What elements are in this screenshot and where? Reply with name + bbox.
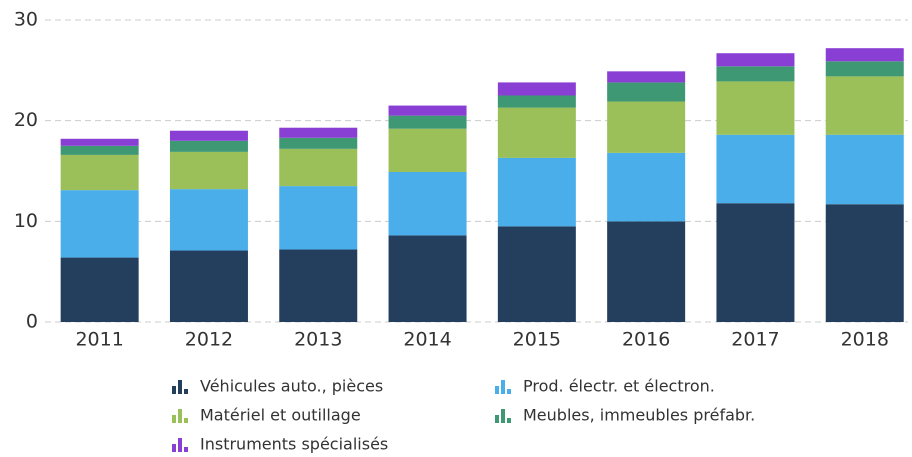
bar-segment (169, 130, 248, 141)
bar-segment (825, 76, 904, 135)
bar-segment (607, 82, 686, 102)
x-tick-label: 2016 (622, 329, 670, 351)
bar-segment (716, 66, 795, 82)
y-tick-label: 10 (14, 210, 38, 232)
y-tick-label: 30 (14, 9, 38, 31)
bar-segment (825, 48, 904, 62)
legend-icon (178, 380, 182, 394)
bar-segment (169, 140, 248, 152)
bar-segment (607, 71, 686, 83)
bar-segment (497, 95, 576, 108)
bar-segment (169, 151, 248, 190)
bar-segment (825, 204, 904, 322)
bar-segment (60, 138, 139, 146)
x-tick-label: 2014 (403, 329, 451, 351)
legend-label: Instruments spécialisés (200, 435, 388, 454)
bar-segment (169, 189, 248, 251)
legend-icon (178, 409, 182, 423)
legend-icon (178, 438, 182, 452)
bar-segment (388, 172, 467, 236)
x-tick-label: 2018 (841, 329, 889, 351)
bar-segment (60, 190, 139, 258)
x-tick-label: 2011 (75, 329, 123, 351)
bar-segment (716, 134, 795, 204)
bar-segment (388, 235, 467, 322)
bar-segment (497, 82, 576, 96)
bar-segment (60, 154, 139, 191)
y-tick-label: 20 (14, 109, 38, 131)
legend-label: Meubles, immeubles préfabr. (523, 406, 755, 425)
legend-icon (172, 415, 176, 423)
legend-icon (184, 447, 188, 452)
legend-label: Matériel et outillage (200, 406, 361, 425)
bar-segment (388, 105, 467, 116)
bar-segment (825, 61, 904, 77)
legend-icon (172, 386, 176, 394)
bar-segment (169, 250, 248, 322)
bar-segment (497, 107, 576, 158)
bar-segment (607, 101, 686, 153)
x-tick-label: 2015 (513, 329, 561, 351)
bar-segment (279, 249, 358, 322)
y-tick-label: 0 (26, 311, 38, 333)
x-tick-label: 2012 (185, 329, 233, 351)
bar-segment (716, 203, 795, 322)
bar-segment (279, 148, 358, 187)
legend-icon (501, 409, 505, 423)
bar-segment (497, 226, 576, 322)
legend-icon (501, 380, 505, 394)
bar-segment (279, 186, 358, 250)
bar-segment (497, 157, 576, 227)
bar-segment (825, 134, 904, 205)
bar-segment (279, 127, 358, 138)
bar-segment (279, 137, 358, 149)
bar-segment (716, 53, 795, 67)
bar-segment (60, 257, 139, 322)
legend-icon (172, 444, 176, 452)
bar-segment (388, 128, 467, 173)
bar-segment (60, 145, 139, 155)
legend-icon (184, 389, 188, 394)
x-tick-label: 2017 (731, 329, 779, 351)
x-tick-label: 2013 (294, 329, 342, 351)
bar-segment (716, 81, 795, 135)
legend-icon (495, 386, 499, 394)
legend-icon (184, 418, 188, 423)
legend-icon (495, 415, 499, 423)
bar-segment (607, 152, 686, 222)
bar-segment (388, 115, 467, 129)
bar-segment (607, 221, 686, 322)
legend-label: Véhicules auto., pièces (200, 377, 383, 396)
legend-icon (507, 389, 511, 394)
legend-icon (507, 418, 511, 423)
legend-label: Prod. électr. et électron. (523, 377, 715, 396)
